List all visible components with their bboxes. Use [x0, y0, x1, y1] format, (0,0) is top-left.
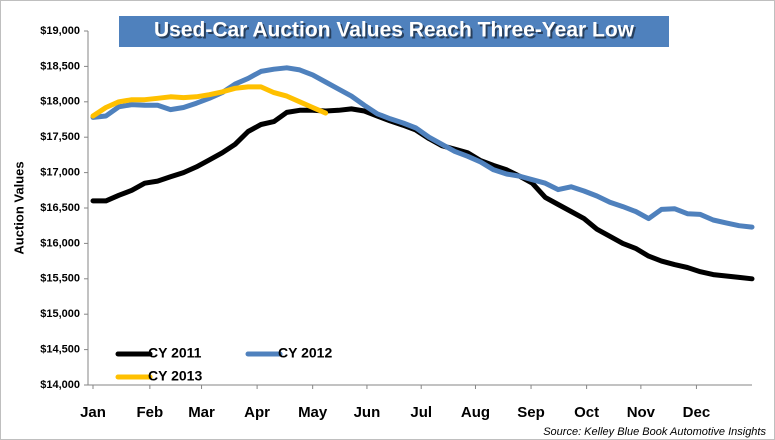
x-tick-label: Jan: [80, 404, 106, 421]
y-tick-label: $15,000: [40, 308, 80, 320]
x-tick-label: Sep: [517, 404, 545, 421]
y-tick-label: $17,500: [40, 131, 80, 143]
y-axis-label: Auction Values: [11, 161, 26, 254]
series-line: [90, 84, 329, 119]
y-tick-label: $14,000: [40, 379, 80, 391]
x-tick-label: Feb: [137, 404, 164, 421]
x-tick-label: Nov: [627, 404, 656, 421]
y-tick-label: $16,500: [40, 202, 80, 214]
y-tick-label: $16,000: [40, 237, 80, 249]
legend-label: CY 2011: [148, 345, 202, 361]
y-tick-label: $17,000: [40, 167, 80, 179]
legend-label: CY 2013: [148, 368, 202, 384]
y-tick-label: $14,500: [40, 344, 80, 356]
x-tick-label: Aug: [461, 404, 490, 421]
chart-title: Used-Car Auction Values Reach Three-Year…: [154, 19, 635, 42]
x-tick-label: Apr: [244, 404, 270, 421]
x-tick-label: Mar: [188, 404, 215, 421]
x-tick-label: Oct: [574, 404, 599, 421]
x-tick-label: May: [298, 404, 328, 421]
x-tick-label: Dec: [683, 404, 711, 421]
x-tick-label: Jul: [410, 404, 432, 421]
series-line: [90, 65, 755, 230]
y-tick-label: $15,500: [40, 273, 80, 285]
y-tick-label: $18,500: [40, 60, 80, 72]
title-box: [117, 14, 671, 49]
title-shadow: Used-Car Auction Values Reach Three-Year…: [156, 21, 637, 44]
y-tick-label: $18,000: [40, 96, 80, 108]
x-tick-label: Jun: [354, 404, 381, 421]
legend-label: CY 2012: [278, 345, 332, 361]
source-note: Source: Kelley Blue Book Automotive Insi…: [543, 426, 766, 438]
y-tick-label: $19,000: [40, 25, 80, 37]
